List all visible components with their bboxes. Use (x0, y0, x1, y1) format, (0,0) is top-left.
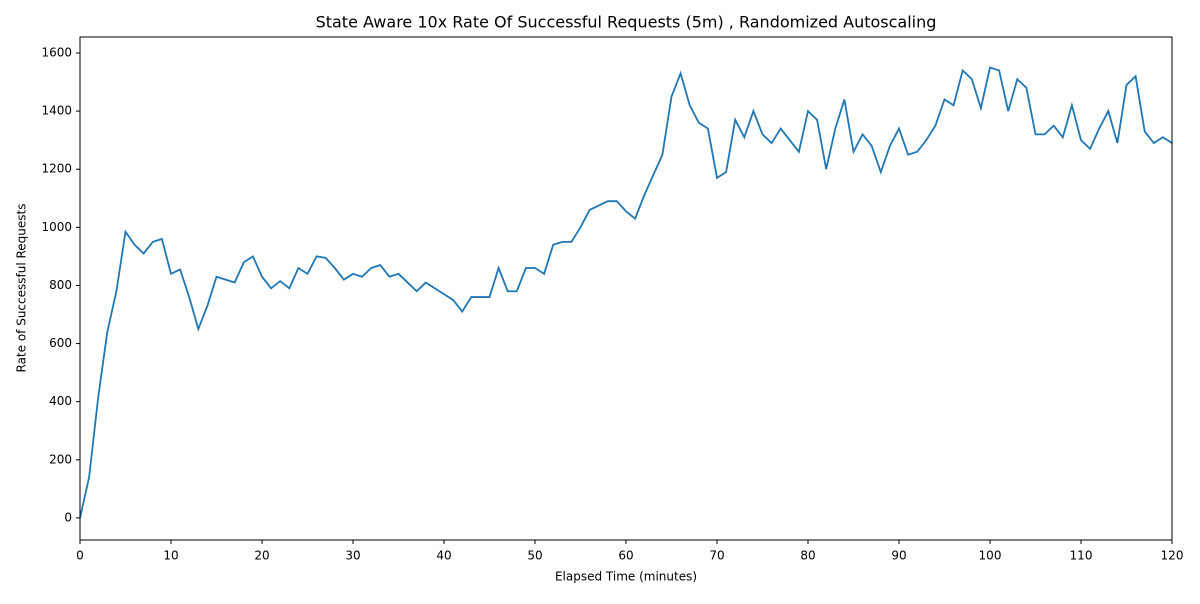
x-tick-label: 0 (76, 549, 84, 563)
data-line (79, 66, 1173, 519)
y-tick-label: 200 (49, 452, 72, 466)
x-axis-label: Elapsed Time (minutes) (555, 570, 697, 584)
y-tick-label: 1400 (41, 104, 72, 118)
x-tick-label: 10 (163, 549, 178, 563)
chart-title: State Aware 10x Rate Of Successful Reque… (316, 13, 937, 32)
x-tick-label: 40 (436, 549, 451, 563)
x-tick-label: 50 (527, 549, 542, 563)
y-tick-label: 800 (49, 278, 72, 292)
x-tick-label: 100 (979, 549, 1002, 563)
x-tick-label: 30 (345, 549, 360, 563)
x-tick-label: 80 (800, 549, 815, 563)
y-tick-label: 400 (49, 394, 72, 408)
y-tick-label: 1600 (41, 45, 72, 59)
x-tick-label: 70 (709, 549, 724, 563)
y-tick-label: 600 (49, 336, 72, 350)
y-tick-label: 1000 (41, 220, 72, 234)
x-tick-label: 110 (1070, 549, 1093, 563)
x-tick-label: 90 (891, 549, 906, 563)
y-tick-label: 1200 (41, 162, 72, 176)
plot-frame (79, 36, 1173, 541)
x-tick-label: 20 (254, 549, 269, 563)
x-tick-label: 60 (618, 549, 633, 563)
x-tick-label: 120 (1161, 549, 1184, 563)
y-tick-label: 0 (64, 510, 72, 524)
y-axis-label: Rate of Successful Requests (15, 204, 29, 373)
